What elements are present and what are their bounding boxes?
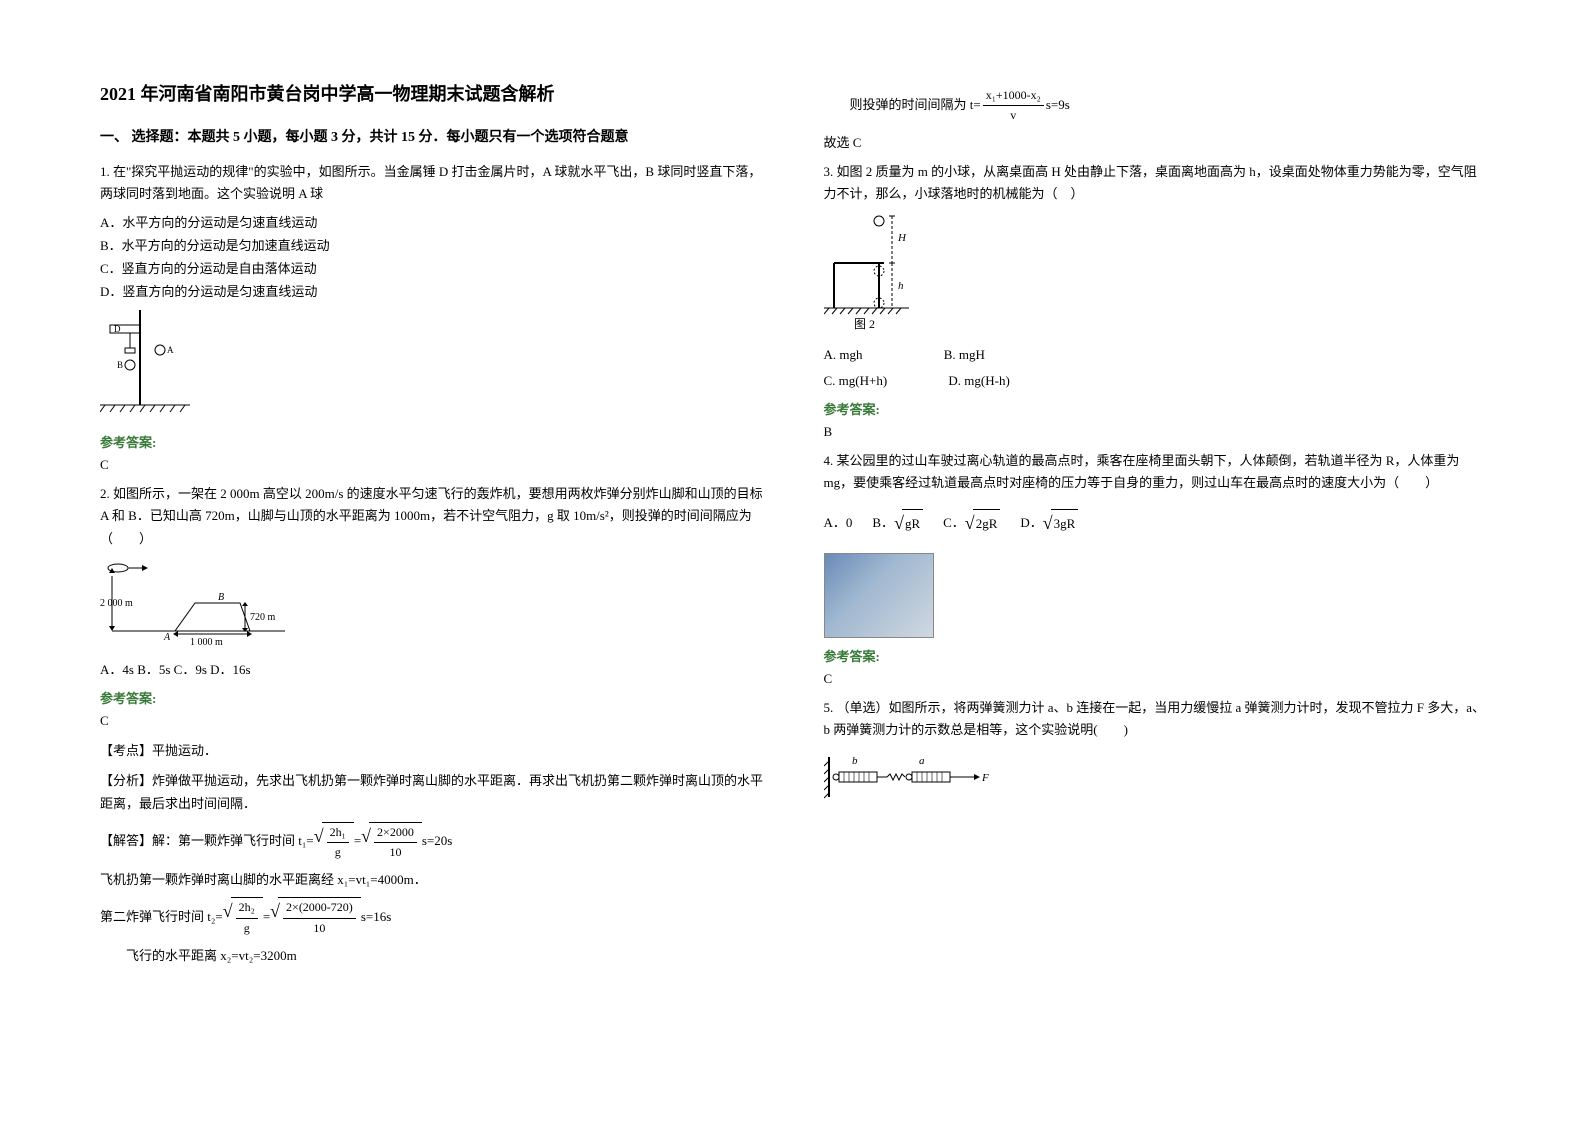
q2-fig-mh: 720 m	[250, 612, 276, 623]
q2-r1-pre: 则投弹的时间间隔为 t=	[850, 95, 981, 116]
q3-ans-label: 参考答案:	[824, 399, 1488, 418]
q2-fig-b: B	[218, 592, 224, 603]
sqrt-icon: 2×200010	[361, 822, 422, 862]
q2-sol3-eq: =16s	[366, 907, 391, 928]
q5-b: b	[852, 755, 858, 767]
right-column: 则投弹的时间间隔为 t= x₁+1000-x₂v s=9s 故选 C 3. 如图…	[824, 80, 1488, 1082]
q3-figure: H h 图 2	[824, 213, 1488, 337]
sqrt-icon: 2×(2000-720)10	[270, 897, 361, 937]
q2-sol1-pre: 【解答】解：第一颗炸弹飞行时间 t₁=	[100, 831, 314, 852]
sqrt-icon: 2h₂g	[223, 897, 263, 937]
q2-sol1-post: s=20s	[422, 831, 452, 852]
left-column: 2021 年河南省南阳市黄台岗中学高一物理期末试题含解析 一、 选择题：本题共 …	[100, 80, 764, 1082]
q4-stem: 4. 某公园里的过山车驶过离心轨道的最高点时，乘客在座椅里面头朝下，人体颠倒，若…	[824, 450, 1488, 494]
q2-r1-post: s=9s	[1046, 95, 1070, 116]
q2-ans-label: 参考答案:	[100, 688, 764, 707]
q4-opt-b: B．gR	[872, 509, 923, 538]
q4-opts: A．0 B．gR C．2gR D．3gR	[824, 509, 1488, 538]
q2-opts: A．4s B．5s C．9s D．16s	[100, 660, 764, 681]
q3-fig-H: H	[897, 232, 907, 244]
q3-ans: B	[824, 424, 1488, 440]
q5-figure: b a F	[824, 749, 994, 804]
q3-opts-row1: A. mgh B. mgH	[824, 347, 1488, 363]
q1-ans-label: 参考答案:	[100, 432, 764, 451]
q4-ans-label: 参考答案:	[824, 646, 1488, 665]
q2-sol1: 【解答】解：第一颗炸弹飞行时间 t₁= 2h₁g = 2×200010 s=20…	[100, 822, 764, 862]
q2-r2: 故选 C	[824, 131, 1488, 154]
q4-opt-c: C．2gR	[943, 509, 1000, 538]
q5-stem: 5. （单选）如图所示，将两弹簧测力计 a、b 连接在一起，当用力缓慢拉 a 弹…	[824, 697, 1488, 741]
q3-opt-c: C. mg(H+h)	[824, 373, 888, 388]
q2-sol4: 飞行的水平距离 x₂=vt₂=3200m	[100, 944, 764, 967]
q1-figure: D A B	[100, 310, 764, 424]
section-1-head: 一、 选择题：本题共 5 小题，每小题 3 分，共计 15 分．每小题只有一个选…	[100, 126, 764, 146]
q2-stem: 2. 如图所示，一架在 2 000m 高空以 200m/s 的速度水平匀速飞行的…	[100, 483, 764, 549]
q1-opt-d: D．竖直方向的分运动是匀速直线运动	[100, 282, 764, 303]
q3-opt-b: B. mgH	[944, 347, 985, 362]
fig1-b-label: B	[117, 360, 123, 370]
q4-opt-a: A．0	[824, 513, 853, 534]
q3-opts-row2: C. mg(H+h) D. mg(H-h)	[824, 373, 1488, 389]
q1-stem: 1. 在"探究平抛运动的规律"的实验中，如图所示。当金属锤 D 打击金属片时，A…	[100, 161, 764, 205]
q2-fig-d: 1 000 m	[190, 637, 223, 648]
q3-fig-h: h	[898, 280, 904, 292]
q3-fig-cap: 图 2	[854, 317, 875, 331]
q2-fig-a: A	[163, 632, 171, 643]
q2-analysis: 【分析】炸弹做平抛运动，先求出飞机扔第一颗炸弹时离山脚的水平距离．再求出飞机扔第…	[100, 769, 764, 816]
q2-fig-h: 2 000 m	[100, 598, 133, 609]
q1-opt-c: C．竖直方向的分运动是自由落体运动	[100, 259, 764, 280]
q1-opt-a: A．水平方向的分运动是匀速直线运动	[100, 213, 764, 234]
q2-sol2: 飞机扔第一颗炸弹时离山脚的水平距离经 x₁=vt₁=4000m．	[100, 868, 764, 891]
q3-opt-a: A. mgh	[824, 347, 863, 362]
doc-title: 2021 年河南省南阳市黄台岗中学高一物理期末试题含解析	[100, 80, 764, 106]
q3-stem: 3. 如图 2 质量为 m 的小球，从离桌面高 H 处由静止下落，桌面离地面高为…	[824, 161, 1488, 205]
q2-topic: 【考点】平抛运动．	[100, 739, 764, 762]
q2-sol3: 第二炸弹飞行时间 t₂= 2h₂g = 2×(2000-720)10 s =16…	[100, 897, 764, 937]
q2-figure: 2 000 m B 720 m A 1 000 m	[100, 558, 764, 652]
q4-ans: C	[824, 671, 1488, 687]
q5-a: a	[919, 755, 925, 767]
q2-r1: 则投弹的时间间隔为 t= x₁+1000-x₂v s=9s	[824, 86, 1488, 125]
q1-ans: C	[100, 457, 764, 473]
q1-opt-b: B．水平方向的分运动是匀加速直线运动	[100, 236, 764, 257]
q5-F: F	[981, 772, 989, 784]
q2-sol3-pre: 第二炸弹飞行时间 t₂=	[100, 907, 223, 928]
fig1-d-label: D	[114, 324, 121, 334]
q4-opt-d: D．3gR	[1020, 509, 1078, 538]
sqrt-icon: 2h₁g	[314, 822, 354, 862]
q2-ans: C	[100, 713, 764, 729]
fig1-a-label: A	[167, 345, 174, 355]
fraction: x₁+1000-x₂v	[983, 86, 1044, 125]
q4-photo	[824, 553, 934, 638]
q3-opt-d: D. mg(H-h)	[948, 373, 1009, 388]
